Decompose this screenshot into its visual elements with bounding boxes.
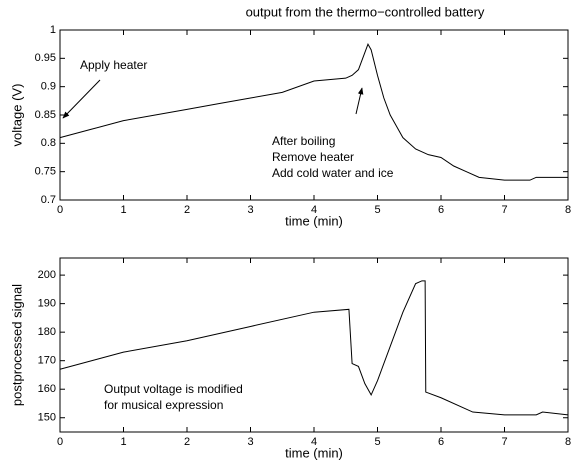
x-axis-label: time (min) <box>285 445 343 460</box>
x-tick-label: 3 <box>247 204 253 216</box>
y-axis-label: postprocessed signal <box>9 284 24 406</box>
x-axis-label: time (min) <box>285 213 343 228</box>
annotation: Add cold water and ice <box>272 166 394 180</box>
y-tick-label: 160 <box>38 383 56 395</box>
y-axis-label: voltage (V) <box>9 84 24 147</box>
x-tick-label: 6 <box>438 204 444 216</box>
annotation: Remove heater <box>272 150 354 164</box>
y-tick-label: 0.95 <box>35 52 56 64</box>
arrow <box>62 79 101 119</box>
y-tick-label: 0.7 <box>41 194 56 206</box>
annotation: After boiling <box>272 134 335 148</box>
x-tick-label: 0 <box>57 204 63 216</box>
x-tick-label: 8 <box>565 436 571 448</box>
x-tick-label: 6 <box>438 436 444 448</box>
line <box>59 42 568 181</box>
line <box>59 280 569 416</box>
y-tick-label: 0.75 <box>35 166 56 178</box>
x-tick-label: 7 <box>501 436 507 448</box>
y-tick-label: 180 <box>38 326 56 338</box>
y-tick-label: 0.9 <box>41 81 56 93</box>
chart-title: output from the thermo−controlled batter… <box>246 4 485 19</box>
x-tick-label: 8 <box>565 204 571 216</box>
y-tick-label: 150 <box>38 412 56 424</box>
x-tick-label: 2 <box>184 204 190 216</box>
annotation: Apply heater <box>80 58 147 72</box>
x-tick-label: 2 <box>184 436 190 448</box>
x-tick-label: 3 <box>247 436 253 448</box>
y-tick-label: 190 <box>38 298 56 310</box>
arrow <box>355 87 364 115</box>
x-tick-label: 7 <box>501 204 507 216</box>
x-tick-label: 1 <box>120 204 126 216</box>
x-tick-label: 1 <box>120 436 126 448</box>
y-tick-label: 170 <box>38 355 56 367</box>
y-tick-label: 0.8 <box>41 137 56 149</box>
annotation: Output voltage is modified <box>104 382 243 396</box>
x-tick-label: 5 <box>374 204 380 216</box>
y-tick-label: 200 <box>38 269 56 281</box>
x-tick-label: 4 <box>311 204 317 216</box>
x-tick-label: 4 <box>311 436 317 448</box>
x-tick-label: 0 <box>57 436 63 448</box>
y-tick-label: 1 <box>50 24 56 36</box>
x-tick-label: 5 <box>374 436 380 448</box>
y-tick-label: 0.85 <box>35 109 56 121</box>
annotation: for musical expression <box>104 398 223 412</box>
